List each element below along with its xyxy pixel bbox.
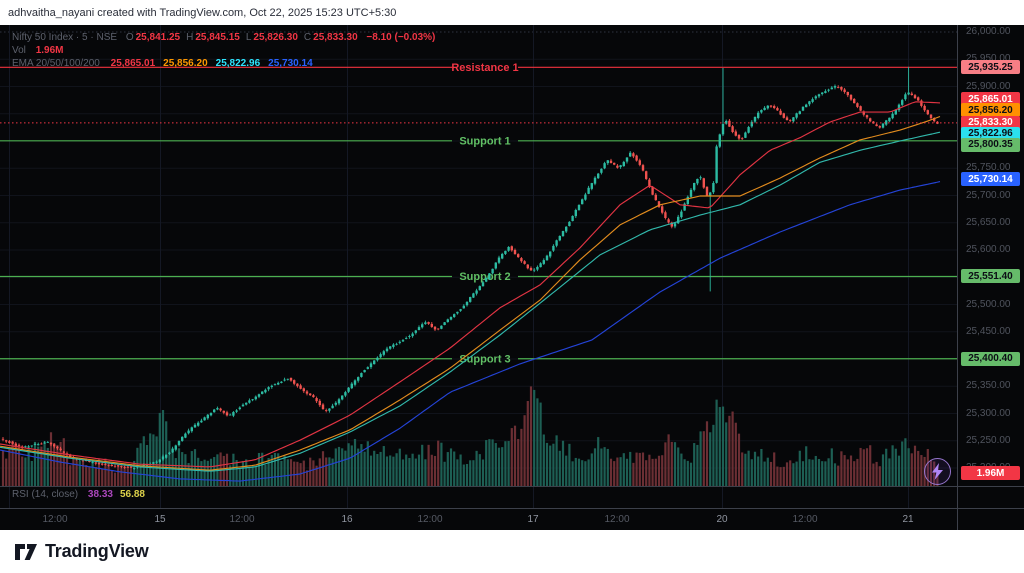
tradingview-logo-icon <box>15 543 37 560</box>
lightning-icon <box>932 463 943 480</box>
ema-20-line <box>0 101 941 468</box>
price-label-ema-50: 25,856.20 <box>961 103 1020 118</box>
ema-100-line <box>0 131 941 472</box>
price-axis-tick: 25,950.00 <box>966 53 1011 65</box>
time-axis-tick: 12:00 <box>417 514 443 525</box>
ema-label: EMA 20/50/100/200 <box>12 58 100 69</box>
volume-label: Vol <box>12 45 26 56</box>
flash-boost-button[interactable] <box>924 458 951 485</box>
price-axis-tick: 25,500.00 <box>966 298 1011 310</box>
ohlc-value: 25,845.15 <box>195 32 240 43</box>
price-axis-tick: 25,600.00 <box>966 244 1011 255</box>
ohlc-key: L <box>245 32 252 43</box>
time-axis-tick: 12:00 <box>792 514 818 525</box>
legend: Nifty 50 Index · 5 · NSE O 25,841.25 H 25,8… <box>12 31 435 70</box>
ema-value: 25,865.01 <box>110 58 156 69</box>
time-axis-tick: 20 <box>716 514 728 525</box>
price-label-ema-100: 25,822.96 <box>961 126 1020 141</box>
ohlc-value: 25,841.25 <box>135 32 181 43</box>
price-axis-tick: 25,700.00 <box>966 189 1011 201</box>
volume-value: 1.96M <box>35 45 64 56</box>
price-axis-tick: 26,000.00 <box>966 26 1011 37</box>
rsi-value: 56.88 <box>119 489 145 500</box>
time-axis-tick: 12:00 <box>42 514 68 525</box>
legend-symbol-row[interactable]: Nifty 50 Index · 5 · NSE O 25,841.25 H 25,8… <box>12 31 435 44</box>
change-value: −8.10 (−0.03%) <box>366 32 436 43</box>
ema-value: 25,856.20 <box>163 58 208 69</box>
time-axis-tick: 17 <box>527 514 539 525</box>
price-axis-tick: 25,650.00 <box>966 216 1011 228</box>
ema-values: 25,865.01 25,856.20 25,822.96 25,730.14 <box>103 58 313 69</box>
time-axis-tick: 21 <box>902 514 914 525</box>
price-axis-tick: 25,750.00 <box>966 162 1011 174</box>
volume-axis-label: 1.96M <box>961 466 1020 480</box>
rsi-value: 38.33 <box>87 489 113 500</box>
attribution-text: adhvaitha_nayani created with TradingVie… <box>8 6 397 19</box>
tradingview-logo-text: TradingView <box>45 541 149 561</box>
time-axis-tick: 15 <box>154 514 166 525</box>
footer-bar: TradingView <box>0 530 1024 573</box>
chart-container[interactable]: Resistance 1 Support 1 Support 2 Support 3 … <box>0 25 1024 530</box>
price-axis-tick: 25,350.00 <box>966 380 1011 392</box>
price-label-ema-200: 25,730.14 <box>961 172 1020 187</box>
price-axis-tick: 25,900.00 <box>966 80 1011 92</box>
ema-200-line <box>0 181 941 482</box>
ohlc-value: 25,833.30 <box>313 32 358 43</box>
price-label-support-3: 25,400.40 <box>961 351 1020 366</box>
ohlc-values: O 25,841.25 H 25,845.15 L 25,826.30 C 25,833.30 <box>120 32 358 43</box>
time-axis-tick: 12:00 <box>229 514 255 525</box>
rsi-values: 38.33 56.88 <box>81 489 145 500</box>
legend-volume-row[interactable]: Vol 1.96M <box>12 44 435 57</box>
level-label: Resistance 1 <box>451 62 518 74</box>
rsi-legend-row[interactable]: RSI (14, close) 38.33 56.88 <box>12 489 145 500</box>
time-axis[interactable]: 12:00 15 12:00 16 12:00 17 12:00 20 12:00 21 <box>0 509 957 530</box>
price-label-support-2: 25,551.40 <box>961 269 1020 284</box>
time-axis-tick: 16 <box>341 514 353 525</box>
price-axis-tick: 25,450.00 <box>966 325 1011 337</box>
price-label-ema-20: 25,865.01 <box>961 92 1020 107</box>
rsi-label: RSI (14, close) <box>12 489 79 500</box>
price-axis-tick: 25,250.00 <box>966 434 1011 446</box>
tradingview-logo[interactable]: TradingView <box>14 541 149 563</box>
level-label: Support 1 <box>459 135 510 147</box>
price-axis-tick: 25,300.00 <box>966 407 1011 419</box>
ohlc-value: 25,826.30 <box>253 32 298 43</box>
ohlc-key: C <box>303 32 312 43</box>
price-label-support-1: 25,800.35 <box>961 137 1020 152</box>
ema-value: 25,822.96 <box>215 58 261 69</box>
time-axis-tick: 12:00 <box>604 514 630 525</box>
price-axis[interactable]: 26,000.0025,950.0025,900.0025,850.0025,8… <box>957 25 1024 530</box>
level-label: Support 2 <box>459 271 510 283</box>
symbol-title: Nifty 50 Index · 5 · NSE <box>12 32 118 43</box>
ohlc-key: O <box>125 32 134 43</box>
legend-ema-row[interactable]: EMA 20/50/100/200 25,865.01 25,856.20 25,8… <box>12 57 435 70</box>
ema-value: 25,730.14 <box>268 58 313 69</box>
price-label-resistance-1: 25,935.25 <box>961 60 1020 75</box>
ohlc-key: H <box>186 32 194 43</box>
ema-50-line <box>0 115 941 471</box>
price-label-last-price: 25,833.30 <box>961 115 1020 130</box>
attribution-bar: adhvaitha_nayani created with TradingVie… <box>0 0 1024 25</box>
